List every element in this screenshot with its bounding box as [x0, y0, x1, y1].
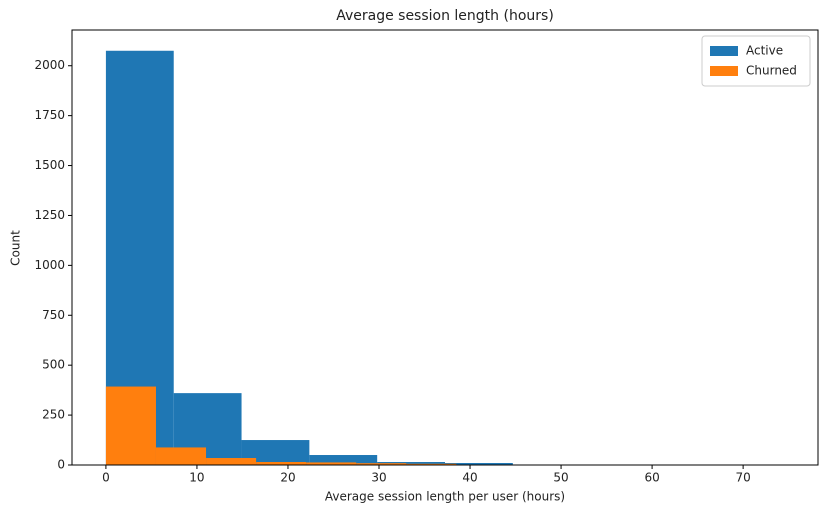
x-tick-label: 40 [462, 471, 477, 485]
bar [155, 447, 207, 465]
bar [105, 386, 156, 465]
legend-label: Active [746, 44, 783, 58]
plot-frame [71, 29, 819, 466]
y-tick-label: 250 [42, 408, 65, 422]
bar [206, 458, 257, 465]
legend-swatch [710, 66, 738, 76]
x-tick-label: 30 [371, 471, 386, 485]
x-tick-label: 50 [553, 471, 568, 485]
bar [406, 463, 457, 465]
bar [377, 462, 445, 465]
x-tick-label: 0 [102, 471, 110, 485]
x-tick-label: 70 [735, 471, 750, 485]
legend-swatch [710, 46, 738, 56]
bar [445, 463, 513, 465]
x-axis-label: Average session length per user (hours) [325, 490, 565, 504]
y-tick-label: 500 [42, 358, 65, 372]
x-tick-label: 60 [644, 471, 659, 485]
y-tick-label: 1750 [34, 108, 65, 122]
x-tick-label: 10 [189, 471, 204, 485]
y-tick-label: 0 [57, 458, 65, 472]
y-tick-label: 1250 [34, 208, 65, 222]
chart-title: Average session length (hours) [336, 8, 554, 24]
y-tick-label: 2000 [34, 58, 65, 72]
y-tick-label: 750 [42, 308, 65, 322]
bar [306, 462, 357, 465]
bar [356, 463, 407, 465]
legend-label: Churned [746, 64, 797, 78]
y-tick-label: 1500 [34, 158, 65, 172]
bar [256, 462, 307, 465]
bar [309, 455, 378, 465]
y-axis-label: Count [9, 230, 23, 266]
x-tick-label: 20 [280, 471, 295, 485]
y-tick-label: 1000 [34, 258, 65, 272]
